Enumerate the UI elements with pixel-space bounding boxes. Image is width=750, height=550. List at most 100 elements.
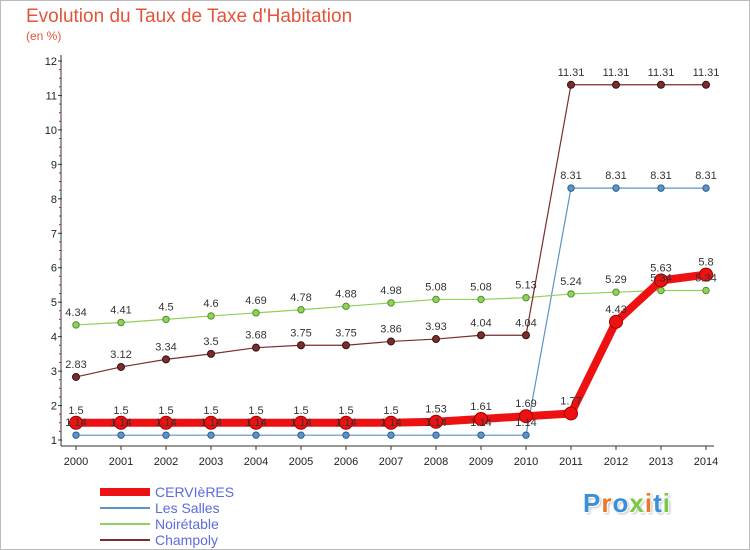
y-unit-label: (en %) bbox=[26, 29, 62, 43]
data-labels: 1.14 1.14 1.14 1.14 1.14 1.14 1.14 1.14 1.14 1.14… bbox=[65, 67, 719, 429]
data-point bbox=[342, 431, 350, 439]
x-tick-label: 2009 bbox=[469, 456, 493, 468]
data-label: 1.5 bbox=[113, 405, 128, 417]
x-tick-label: 2005 bbox=[289, 456, 313, 468]
data-point bbox=[477, 331, 485, 340]
data-point bbox=[297, 306, 305, 314]
y-tick-label: 5 bbox=[51, 297, 57, 309]
legend-label: CERVIèRES bbox=[155, 484, 234, 500]
data-label: 5.63 bbox=[650, 262, 671, 274]
data-label: 1.5 bbox=[248, 405, 263, 417]
y-tick-label: 8 bbox=[51, 194, 57, 206]
data-point bbox=[699, 267, 713, 282]
data-label: 5.08 bbox=[470, 281, 491, 293]
x-tick-label: 2012 bbox=[604, 456, 628, 468]
data-label: 11.31 bbox=[558, 67, 585, 79]
data-point bbox=[162, 355, 170, 364]
x-tick-label: 2007 bbox=[379, 456, 403, 468]
data-point bbox=[342, 302, 350, 311]
series-layer bbox=[69, 80, 713, 439]
data-point bbox=[477, 431, 485, 439]
y-tick-label: 2 bbox=[51, 401, 57, 413]
data-label: 3.5 bbox=[203, 336, 218, 348]
series-0 bbox=[69, 267, 713, 430]
data-point bbox=[564, 406, 578, 421]
data-point bbox=[72, 372, 80, 381]
data-point bbox=[342, 341, 350, 350]
data-label: 1.61 bbox=[470, 401, 491, 413]
data-point bbox=[384, 415, 398, 430]
data-label: 1.5 bbox=[383, 405, 398, 417]
data-label: 3.93 bbox=[425, 321, 446, 333]
x-tick-label: 2011 bbox=[559, 456, 583, 468]
data-label: 5.29 bbox=[605, 274, 626, 286]
data-label: 1.5 bbox=[158, 405, 173, 417]
brand-letter: r bbox=[601, 488, 613, 518]
y-tick-label: 9 bbox=[51, 159, 57, 171]
x-tick-label: 2003 bbox=[199, 456, 223, 468]
data-label: 1.14 bbox=[470, 417, 491, 429]
data-label: 3.68 bbox=[245, 330, 266, 342]
data-label: 1.5 bbox=[203, 405, 218, 417]
data-point bbox=[657, 184, 665, 192]
x-tick-label: 2001 bbox=[109, 456, 133, 468]
data-label: 11.31 bbox=[603, 67, 630, 79]
data-label: 1.5 bbox=[293, 405, 308, 417]
data-point bbox=[162, 431, 170, 439]
data-label: 1.5 bbox=[68, 405, 83, 417]
data-point bbox=[522, 294, 530, 302]
brand-logo: Proxiti bbox=[583, 488, 671, 519]
data-point bbox=[657, 80, 665, 89]
data-label: 1.77 bbox=[560, 395, 581, 407]
data-point bbox=[297, 341, 305, 350]
legend-label: Champoly bbox=[155, 532, 218, 548]
data-point bbox=[387, 337, 395, 346]
data-point bbox=[252, 431, 260, 439]
x-tick-label: 2010 bbox=[514, 456, 538, 468]
data-label: 11.31 bbox=[693, 67, 720, 79]
legend-label: Noirétable bbox=[155, 516, 219, 532]
legend-label: Les Salles bbox=[155, 500, 220, 516]
data-point bbox=[429, 414, 443, 429]
data-point bbox=[387, 299, 395, 307]
x-tick-label: 2000 bbox=[64, 456, 88, 468]
data-label: 4.78 bbox=[290, 292, 311, 304]
y-tick-label: 10 bbox=[45, 125, 57, 137]
data-label: 4.34 bbox=[65, 307, 86, 319]
data-label: 4.04 bbox=[515, 317, 536, 329]
data-point bbox=[252, 343, 260, 352]
data-label: 11.31 bbox=[648, 67, 675, 79]
data-label: 1.14 bbox=[380, 417, 401, 429]
data-point bbox=[522, 331, 530, 340]
data-label: 4.6 bbox=[203, 298, 218, 310]
brand-letter: P bbox=[583, 488, 602, 518]
data-point bbox=[567, 290, 575, 298]
data-point bbox=[297, 431, 305, 439]
data-point bbox=[702, 184, 710, 192]
data-label: 4.98 bbox=[380, 285, 401, 297]
data-point bbox=[294, 415, 308, 430]
data-point bbox=[432, 431, 440, 439]
data-label: 5.08 bbox=[425, 281, 446, 293]
data-point bbox=[702, 286, 710, 295]
brand-letter: i bbox=[644, 488, 654, 518]
data-label: 8.31 bbox=[605, 170, 626, 182]
y-tick-label: 3 bbox=[51, 366, 57, 378]
data-point bbox=[519, 409, 533, 424]
data-point bbox=[522, 431, 530, 439]
data-label: 8.31 bbox=[560, 170, 581, 182]
data-point bbox=[252, 309, 260, 317]
y-tick-label: 11 bbox=[46, 90, 57, 102]
series-1 bbox=[72, 184, 710, 439]
data-label: 1.14 bbox=[65, 417, 86, 429]
x-tick-label: 2014 bbox=[694, 456, 718, 468]
brand-letter: i bbox=[662, 488, 671, 518]
data-label: 1.14 bbox=[515, 417, 536, 429]
data-label: 4.88 bbox=[335, 288, 356, 300]
data-label: 1.69 bbox=[515, 398, 536, 410]
data-label: 4.04 bbox=[470, 317, 491, 329]
y-tick-label: 4 bbox=[51, 332, 57, 344]
data-point bbox=[204, 415, 218, 430]
data-point bbox=[657, 286, 665, 295]
